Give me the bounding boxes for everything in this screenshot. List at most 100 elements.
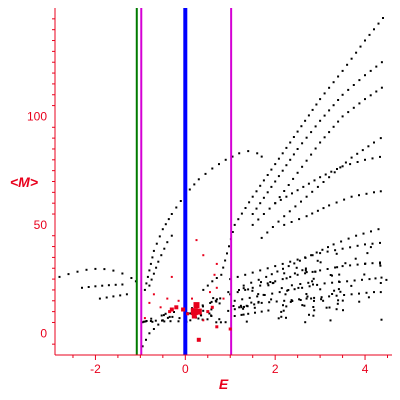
curve-12-point bbox=[251, 271, 254, 274]
highlight-point bbox=[210, 305, 214, 309]
curve-15-point bbox=[365, 291, 368, 294]
scatter-point bbox=[299, 283, 302, 285]
curve-5-point bbox=[240, 212, 243, 215]
scatter-point bbox=[350, 284, 353, 287]
curve-5-point bbox=[248, 201, 251, 204]
curve-3-point bbox=[148, 269, 151, 272]
curve-7-point bbox=[251, 223, 254, 226]
y-tick-label: 100 bbox=[27, 109, 47, 123]
curve-14-point bbox=[316, 283, 319, 286]
curve-12-point bbox=[311, 254, 314, 257]
curve-13-point bbox=[296, 273, 299, 276]
curve-1-point bbox=[101, 284, 104, 287]
curve-12-point bbox=[281, 262, 284, 265]
curve-14-point bbox=[248, 296, 251, 299]
curve-14-point bbox=[353, 279, 356, 282]
curve-14-point bbox=[241, 298, 244, 301]
curve-12-point bbox=[274, 265, 277, 268]
curve-10-point bbox=[335, 201, 338, 204]
curve-5-point bbox=[311, 108, 314, 111]
curve-5-point bbox=[251, 195, 254, 198]
curve-5-point bbox=[226, 252, 228, 255]
scatter-point bbox=[177, 320, 180, 323]
scatter-point bbox=[218, 302, 221, 305]
curve-6-point bbox=[358, 79, 361, 82]
curve-8-point bbox=[316, 185, 319, 188]
scatter-point bbox=[283, 272, 286, 275]
scatter-point bbox=[341, 299, 344, 302]
curve-8-point bbox=[271, 226, 274, 228]
scatter-point bbox=[253, 306, 256, 309]
scatter-point bbox=[227, 309, 230, 312]
y-tick-label: 50 bbox=[34, 218, 48, 232]
scatter-point bbox=[299, 299, 302, 301]
curve-6-point bbox=[341, 93, 344, 96]
x-tick-label: 2 bbox=[272, 362, 279, 376]
curve-5-point bbox=[277, 157, 280, 160]
curve-9-point bbox=[336, 168, 338, 170]
scatter-point bbox=[329, 319, 332, 322]
curve-7-point bbox=[323, 136, 326, 139]
curve-7-point bbox=[352, 106, 355, 109]
highlight-point bbox=[190, 308, 198, 316]
scatter-point bbox=[380, 318, 383, 321]
scatter-point bbox=[227, 291, 230, 294]
curve-1-point bbox=[114, 283, 117, 286]
scatter-point bbox=[338, 280, 340, 283]
scatter-point bbox=[239, 304, 242, 307]
scatter-point bbox=[335, 308, 338, 311]
curve-3-point bbox=[204, 172, 207, 175]
curve-7-point bbox=[358, 102, 361, 105]
scatter-point bbox=[284, 293, 287, 296]
scatter-point bbox=[301, 304, 304, 307]
curve-9-point bbox=[364, 158, 366, 161]
curve-3-point bbox=[146, 275, 149, 278]
curve-1-point bbox=[87, 286, 90, 288]
curve-5-point bbox=[206, 284, 209, 287]
curve-10-point bbox=[311, 212, 314, 215]
scatter-point bbox=[297, 286, 300, 289]
curve-8-point bbox=[356, 152, 359, 155]
curve-6-point bbox=[310, 131, 313, 134]
scatter-point bbox=[267, 284, 270, 287]
scatter-point bbox=[210, 308, 213, 311]
curve-7-point bbox=[314, 147, 317, 150]
curve-5-point bbox=[373, 28, 375, 31]
scatter-point bbox=[154, 319, 157, 322]
curve-8-point bbox=[339, 166, 342, 169]
curve-10-point bbox=[283, 223, 286, 226]
scatter-point bbox=[336, 302, 339, 305]
curve-5-point bbox=[307, 114, 310, 117]
curve-12-point bbox=[364, 243, 366, 246]
scatter-point bbox=[312, 283, 314, 286]
scatter-point bbox=[313, 309, 316, 312]
curve-3-point bbox=[218, 163, 220, 166]
scatter-point bbox=[272, 281, 275, 284]
curve-6-point bbox=[380, 61, 383, 64]
curve-14-point bbox=[256, 295, 259, 298]
curve-3-point bbox=[167, 218, 170, 221]
scatter-point bbox=[364, 262, 367, 265]
curve-6-point bbox=[375, 65, 378, 68]
scatter-point bbox=[173, 311, 175, 313]
curve-5-point bbox=[220, 273, 223, 276]
curve-7-point bbox=[380, 86, 383, 89]
curve-0-point bbox=[94, 267, 97, 270]
curve-6-point bbox=[301, 142, 304, 145]
curve-0-point bbox=[130, 277, 133, 279]
curve-3-point bbox=[145, 282, 148, 285]
scatter-point bbox=[336, 266, 339, 269]
curve-10-point bbox=[358, 194, 360, 197]
curve-4-point bbox=[170, 234, 173, 237]
scatter-point bbox=[141, 321, 144, 324]
curve-7-point bbox=[375, 90, 378, 93]
scatter-point bbox=[215, 321, 218, 324]
scatter-point bbox=[285, 305, 288, 308]
curve-12-point bbox=[356, 244, 359, 247]
curve-9-point bbox=[349, 163, 352, 166]
curve-5-point bbox=[231, 231, 234, 233]
scatter-point bbox=[208, 312, 211, 315]
scatter-point bbox=[366, 252, 369, 255]
scatter-point bbox=[197, 317, 200, 320]
scatter-point bbox=[246, 305, 249, 308]
